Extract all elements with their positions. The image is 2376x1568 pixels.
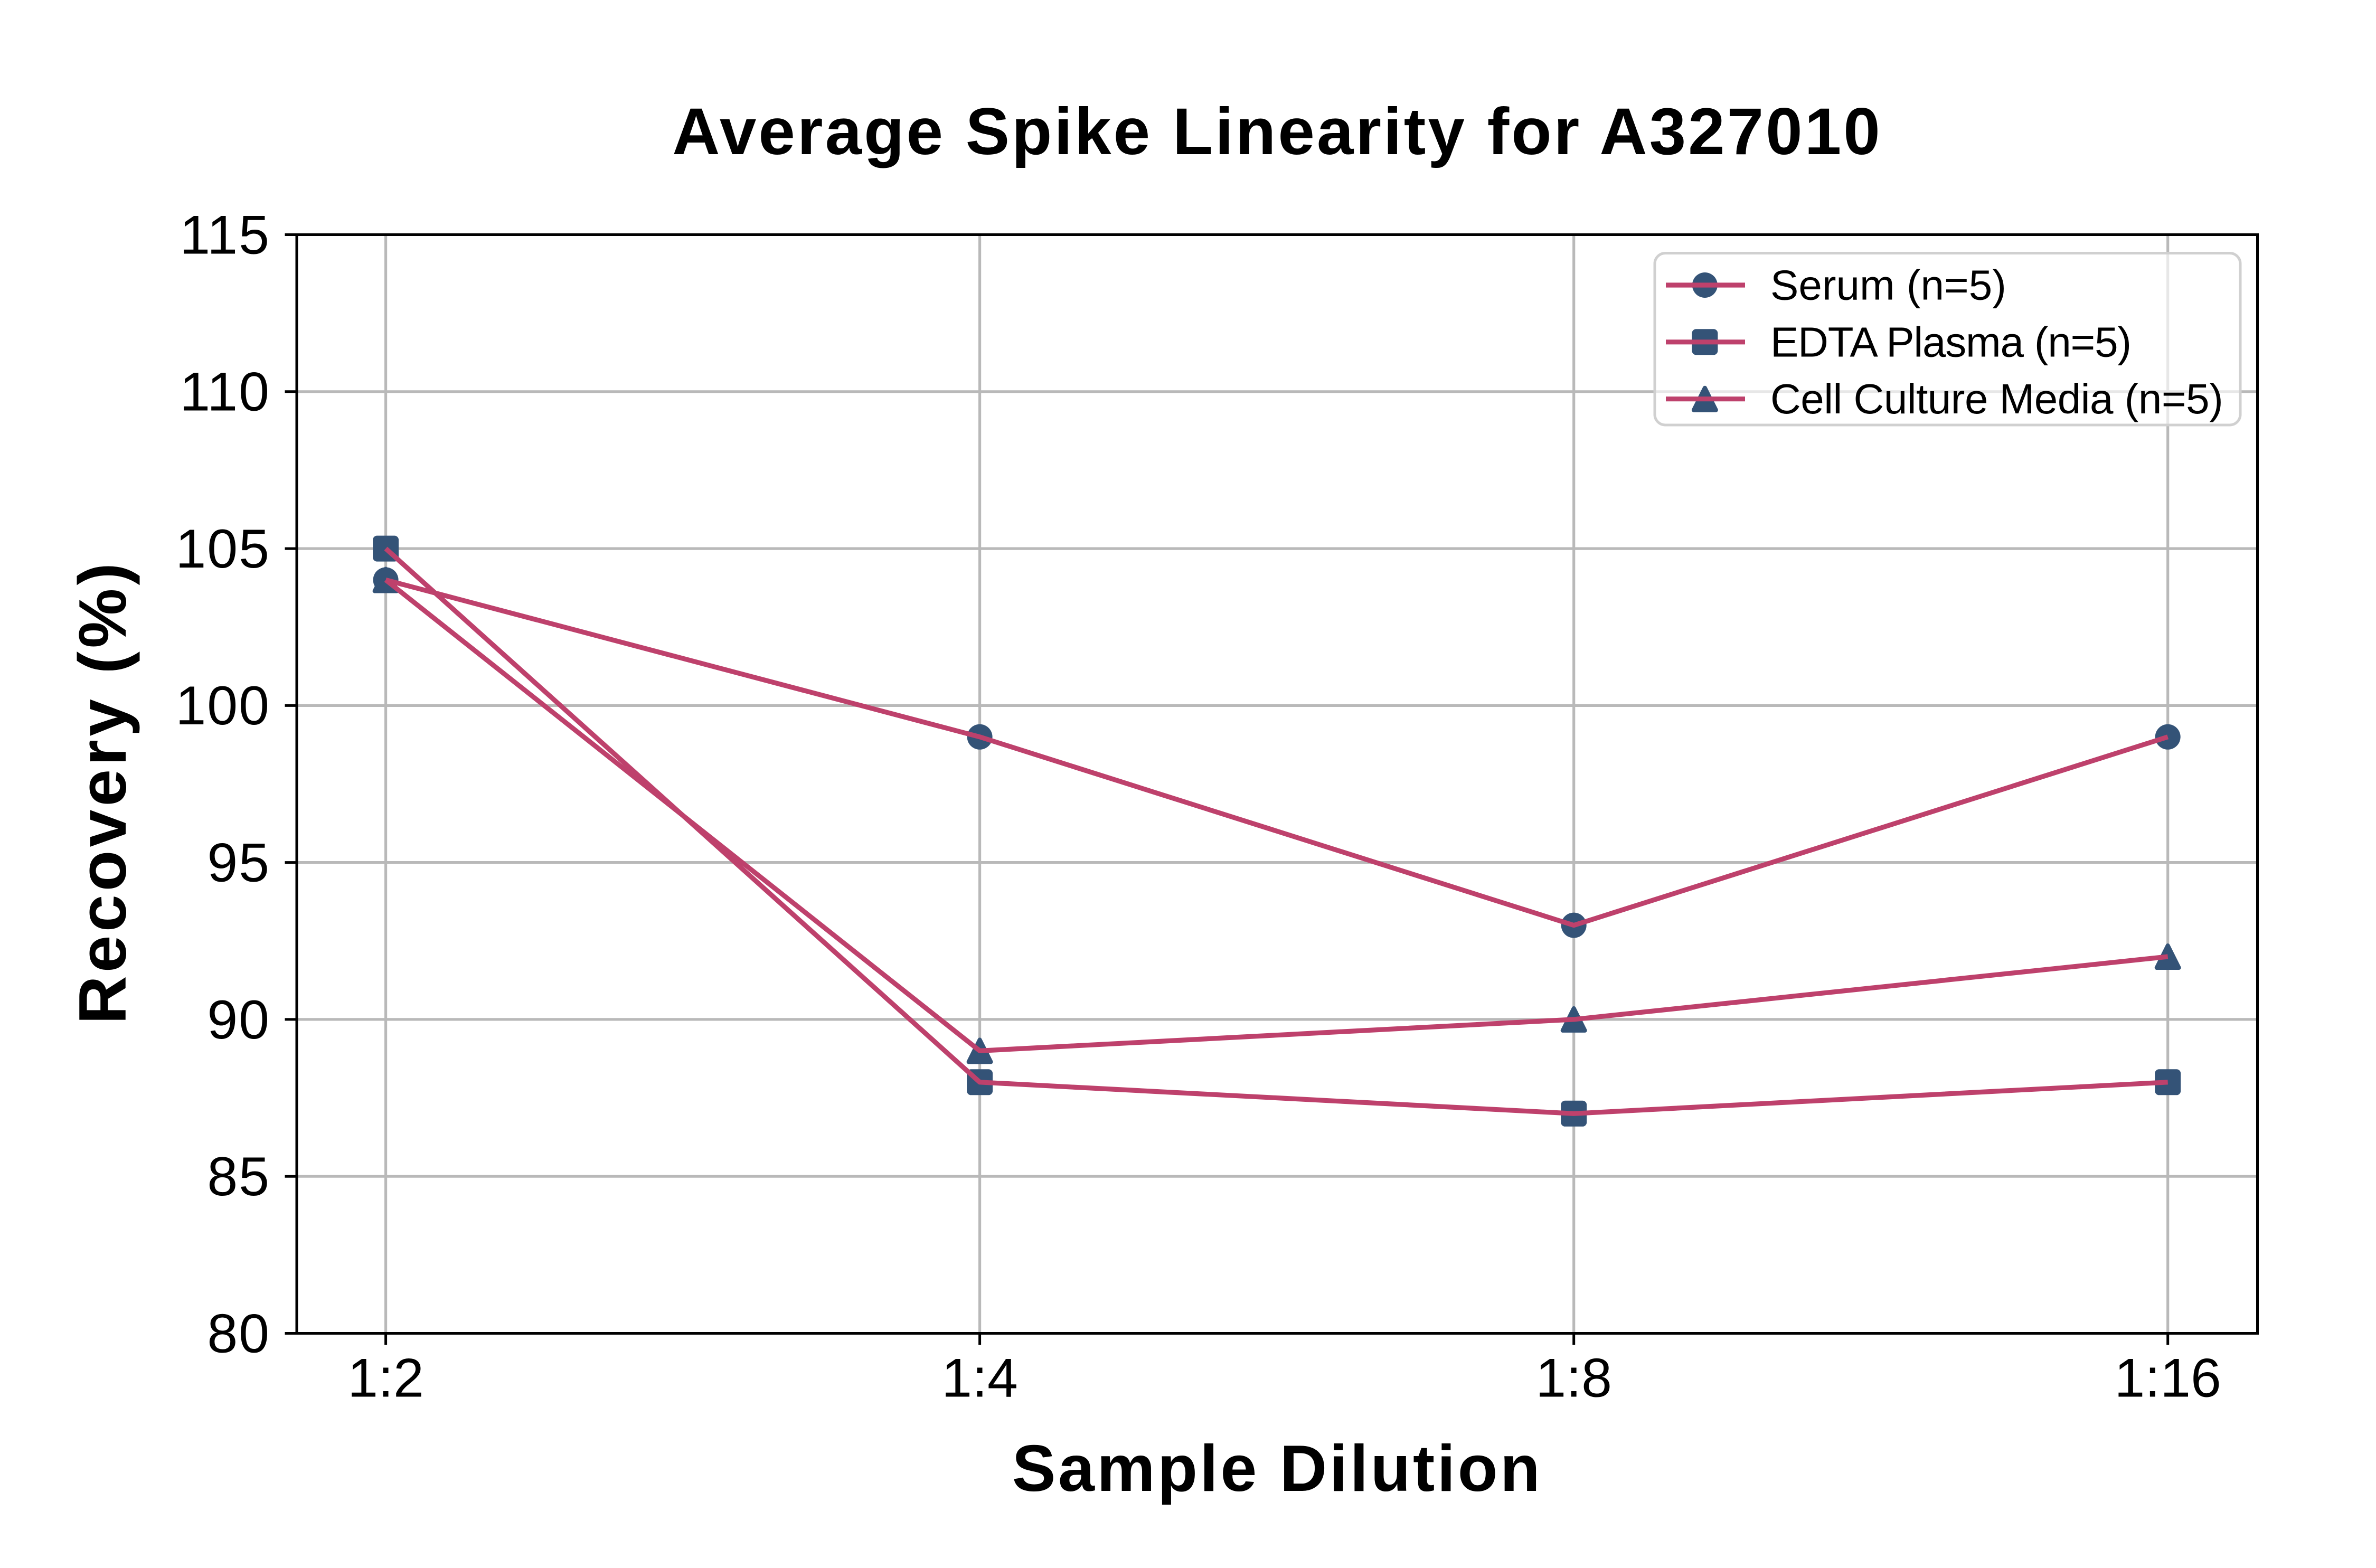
svg-text:Sample Dilution: Sample Dilution: [1012, 1432, 1542, 1505]
svg-text:85: 85: [207, 1146, 270, 1207]
svg-text:105: 105: [175, 518, 270, 580]
svg-text:Cell Culture Media (n=5): Cell Culture Media (n=5): [1770, 375, 2223, 422]
svg-text:95: 95: [207, 833, 270, 894]
svg-text:90: 90: [207, 989, 270, 1051]
svg-text:1:2: 1:2: [347, 1348, 424, 1409]
svg-text:80: 80: [207, 1303, 270, 1364]
svg-text:115: 115: [180, 204, 270, 266]
svg-text:1:16: 1:16: [2114, 1348, 2221, 1409]
svg-text:100: 100: [175, 675, 270, 736]
svg-text:EDTA Plasma (n=5): EDTA Plasma (n=5): [1770, 318, 2131, 365]
svg-text:Serum (n=5): Serum (n=5): [1770, 262, 2006, 309]
svg-text:110: 110: [180, 362, 270, 423]
svg-text:Recovery (%): Recovery (%): [65, 560, 140, 1024]
svg-text:Average Spike Linearity for A3: Average Spike Linearity for A327010: [672, 95, 1882, 168]
svg-text:1:8: 1:8: [1535, 1348, 1612, 1409]
svg-text:1:4: 1:4: [941, 1348, 1018, 1409]
